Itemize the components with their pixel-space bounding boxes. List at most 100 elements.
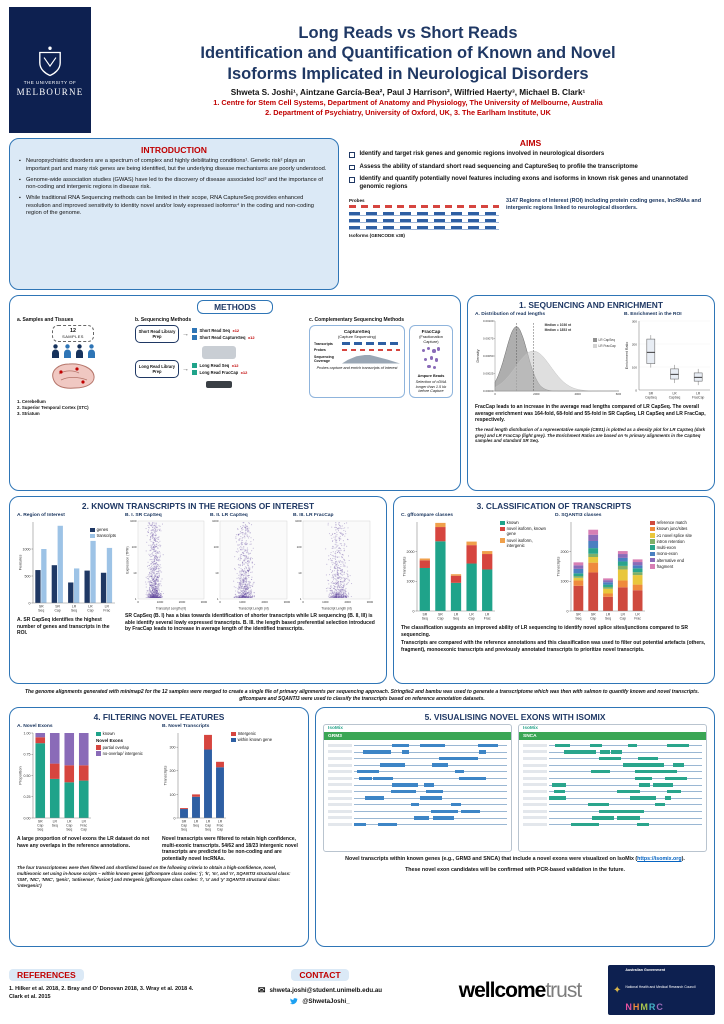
novel-transcripts-block: B. Novel Transcripts 0 100 200 300 SR Cap Seq L… (162, 724, 301, 862)
aim-item: Assess the ability of standard short rea… (349, 164, 712, 172)
svg-text:0: 0 (302, 600, 304, 604)
brain-region: 2. Superior Temporal Cortex (STC) (17, 405, 89, 411)
section-3-caption-bold: The classification suggests an improved … (401, 625, 689, 638)
track-label-stub (328, 822, 352, 826)
section-1-box: 1. SEQUENCING AND ENRICHMENT A. Distribu… (467, 295, 715, 491)
gffcompare-block: C. gffcompare classes 0 1000 2000 SR Seq SR Ca… (401, 513, 550, 623)
section-2-caption-b: SR CapSeq (B. I) has a bias towards iden… (125, 613, 375, 633)
brain-region: 3. Striatum (17, 411, 40, 417)
legend-item: Intergenic (231, 731, 283, 736)
gene-name: GRM3 (328, 733, 342, 739)
chart-title: B. Enrichment in the ROI (624, 312, 682, 317)
isomix-link[interactable]: https://isomix.org (637, 856, 682, 862)
svg-text:0.00000: 0.00000 (483, 389, 494, 393)
track-line (354, 749, 507, 754)
poster-title-line-2: Identification and Quantification of Kno… (200, 44, 616, 63)
email-icon: ✉ (257, 985, 266, 995)
track-line (549, 789, 702, 794)
svg-text:SR: SR (649, 392, 654, 396)
long-read-flow: Long Read Library Prep → Long Read Seq x… (135, 360, 303, 379)
track-line (549, 743, 702, 748)
isomix-logo: IsoMix (523, 726, 538, 731)
output-chip: Long Read Seq x12 (192, 363, 247, 369)
checkbox-icon (349, 152, 355, 158)
brain-icon (52, 363, 95, 389)
svg-text:1000: 1000 (130, 519, 137, 523)
twitter-row: @ShwetaJoshi_ (208, 997, 432, 1005)
svg-text:0.75: 0.75 (24, 753, 31, 757)
svg-text:0.00050: 0.00050 (483, 354, 494, 358)
track-line (549, 749, 702, 754)
svg-text:Cap: Cap (81, 827, 87, 831)
introduction-bullet: While traditional RNA Sequencing methods… (19, 195, 329, 218)
svg-text:SR: SR (576, 613, 581, 617)
wellcome-trust-logo: wellcome trust (441, 965, 599, 1003)
track-line (354, 822, 507, 827)
nhmrc-logo: ✦ Australian Government National Health … (608, 965, 715, 1015)
transcript-tracks (324, 740, 511, 851)
authors: Shweta S. Joshi¹, Aintzane García-Bea², … (230, 87, 586, 97)
track-label-stub (328, 763, 352, 767)
sequencing-panel-title: b. Sequencing Methods (135, 317, 192, 323)
svg-text:0.00: 0.00 (24, 816, 31, 820)
svg-text:Frac: Frac (484, 616, 491, 620)
section-3-heading: 3. CLASSIFICATION OF TRANSCRIPTS (476, 501, 632, 511)
transcript-track-row (328, 742, 507, 749)
legend-swatch (650, 551, 655, 557)
legend-item: fragment (650, 564, 708, 569)
legend-item: known (500, 520, 550, 525)
svg-text:SR: SR (422, 613, 427, 617)
results-row-2: 4. FILTERING NOVEL FEATURES A. Novel Exo… (9, 707, 715, 947)
pipeline-footnote: The genome alignments generated with min… (24, 689, 700, 702)
person-icon (63, 344, 71, 358)
output-chip: Short Read Seq x12 (192, 328, 255, 334)
svg-text:1: 1 (135, 597, 137, 601)
transcript-track-row (523, 782, 702, 789)
svg-text:Cap: Cap (620, 616, 626, 620)
track-label-stub (523, 789, 547, 793)
svg-text:Frac: Frac (80, 823, 87, 827)
svg-text:SR: SR (55, 605, 60, 609)
svg-text:1000: 1000 (157, 600, 164, 604)
track-label-stub (328, 770, 352, 774)
transcript-track-row (523, 808, 702, 815)
section-2-charts: A. Region of Interest genes transcripts 0… (17, 513, 379, 637)
novel-transcripts-legend: Intergenic within known gene (231, 730, 283, 744)
svg-text:LR: LR (485, 613, 490, 617)
svg-text:LR: LR (621, 613, 626, 617)
svg-text:100: 100 (132, 545, 137, 549)
captureseq-box: CaptureSeq (Capture Sequencing) Transcri… (309, 325, 405, 399)
svg-text:Seq: Seq (575, 616, 581, 620)
short-read-prep-box: Short Read Library Prep (135, 325, 179, 344)
section-3-caption: Transcripts are compared with the refere… (401, 640, 706, 653)
university-logo: THE UNIVERSITY OF MELBOURNE (9, 7, 91, 133)
legend-item: ≥1 novel splice site (650, 533, 708, 538)
email-address[interactable]: shweta.joshi@student.unimelb.edu.au (269, 987, 383, 994)
nhmrc-gov-label: Australian Government (625, 968, 666, 972)
ampure-beads-label: Ampure Beads (417, 374, 445, 378)
track-line (354, 763, 507, 768)
legend-item: intron retention (650, 539, 708, 544)
browser-toolbar: IsoMix (519, 725, 706, 732)
svg-text:1000: 1000 (561, 580, 569, 584)
roi-features-legend: genes transcripts (90, 526, 116, 540)
poster-title-line-1: Long Reads vs Short Reads (298, 24, 518, 43)
twitter-handle[interactable]: @ShwetaJoshi_ (302, 997, 350, 1005)
legend-swatch (650, 557, 655, 563)
section-4-caption-a: A large proportion of novel exons the LR… (17, 836, 150, 849)
svg-text:0.00025: 0.00025 (483, 372, 494, 376)
track-line (354, 743, 507, 748)
track-line (549, 802, 702, 807)
legend-swatch (500, 520, 505, 526)
svg-text:Seq: Seq (52, 823, 58, 827)
legend-item: known junc/sites (650, 526, 708, 531)
twitter-icon (290, 998, 298, 1005)
svg-text:6000: 6000 (616, 392, 621, 396)
roi-features-chart: genes transcripts 0 500 1000 SR Seq SR Cap LR Seq… (17, 519, 117, 615)
snca-browser-panel: IsoMix SNCA (518, 724, 707, 852)
legend-swatch (90, 533, 95, 539)
svg-text:SR: SR (591, 613, 596, 617)
track-label-stub (523, 763, 547, 767)
svg-text:LR: LR (454, 613, 459, 617)
legend-swatch (650, 545, 655, 551)
